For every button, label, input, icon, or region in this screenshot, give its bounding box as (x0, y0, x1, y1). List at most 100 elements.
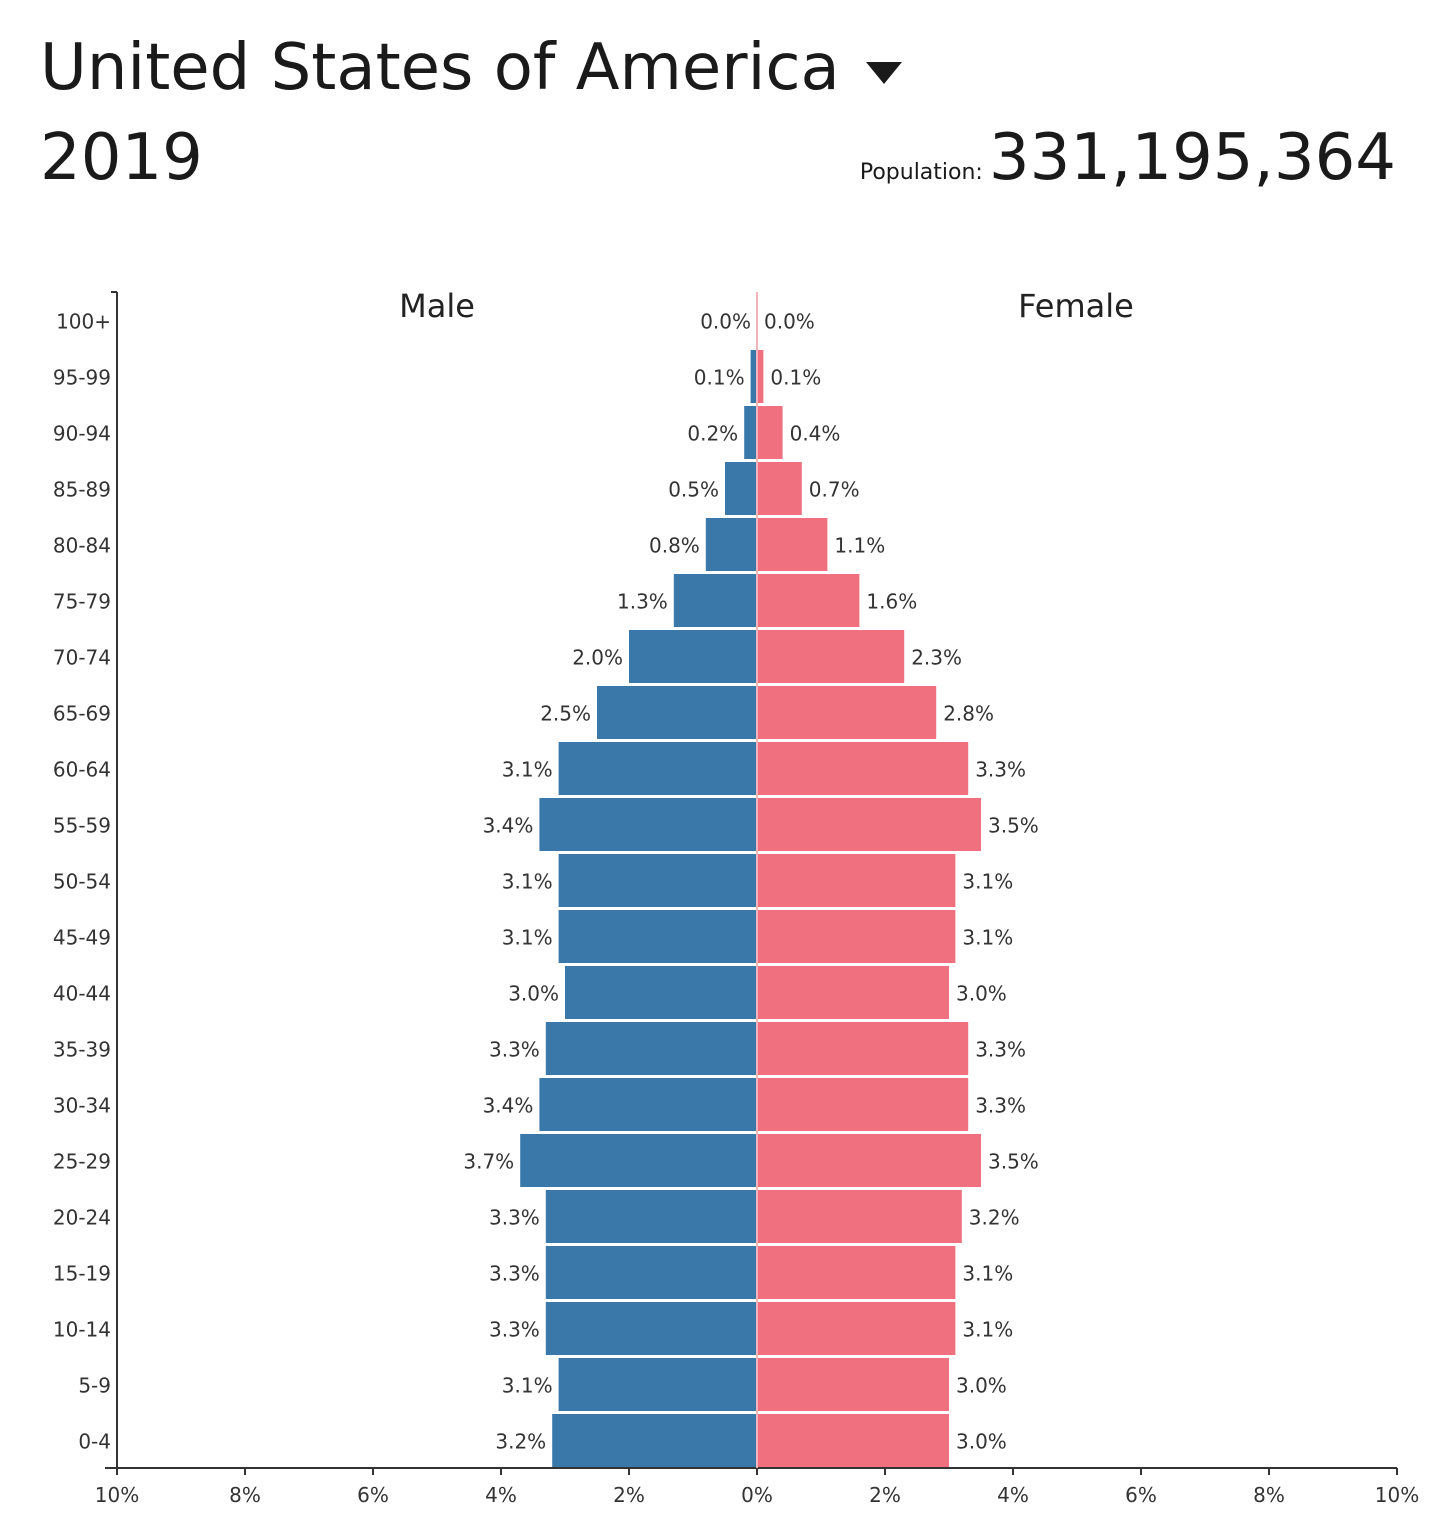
female-bar (757, 1414, 949, 1467)
country-selector[interactable]: United States of America (40, 28, 902, 108)
male-value-label: 2.0% (572, 646, 623, 670)
male-value-label: 3.1% (502, 758, 553, 782)
male-bar (545, 1022, 757, 1075)
x-tick-label: 0% (741, 1483, 773, 1507)
male-bar (558, 1358, 757, 1411)
age-group-label: 20-24 (53, 1206, 111, 1230)
male-series-label: Male (399, 287, 475, 325)
caret-down-icon[interactable] (865, 62, 902, 84)
male-value-label: 1.3% (617, 590, 668, 614)
female-value-label: 3.3% (975, 1094, 1026, 1118)
female-bar (757, 966, 949, 1019)
female-value-label: 0.7% (809, 478, 860, 502)
country-name: United States of America (40, 31, 840, 105)
male-bar (744, 406, 757, 459)
age-group-label: 95-99 (53, 366, 111, 390)
male-bar (558, 742, 757, 795)
male-bar (539, 798, 757, 851)
age-group-label: 65-69 (53, 702, 111, 726)
male-bar (545, 1190, 757, 1243)
male-bar (558, 910, 757, 963)
age-group-label: 10-14 (53, 1318, 111, 1342)
female-value-label: 0.0% (764, 310, 815, 334)
male-value-label: 3.3% (489, 1206, 540, 1230)
female-bar (757, 1358, 949, 1411)
male-bar (705, 518, 757, 571)
x-tick-label: 4% (997, 1483, 1029, 1507)
age-group-label: 55-59 (53, 814, 111, 838)
age-group-label: 35-39 (53, 1038, 111, 1062)
female-bar (757, 742, 969, 795)
population-label: Population: (859, 160, 983, 185)
female-value-label: 0.1% (770, 366, 821, 390)
x-tick-label: 6% (1125, 1483, 1157, 1507)
x-tick-label: 6% (357, 1483, 389, 1507)
age-group-label: 60-64 (53, 758, 111, 782)
age-group-label: 45-49 (53, 926, 111, 950)
female-bar (757, 1302, 956, 1355)
male-bar (597, 686, 757, 739)
female-bar (757, 462, 802, 515)
male-bar (545, 1302, 757, 1355)
age-group-label: 90-94 (53, 422, 111, 446)
female-bar (757, 518, 828, 571)
male-value-label: 3.0% (508, 982, 559, 1006)
female-value-label: 3.1% (962, 870, 1013, 894)
female-bar (757, 686, 937, 739)
male-value-label: 2.5% (540, 702, 591, 726)
female-value-label: 0.4% (790, 422, 841, 446)
male-value-label: 0.2% (687, 422, 738, 446)
age-group-label: 0-4 (78, 1430, 111, 1454)
male-value-label: 3.4% (483, 814, 534, 838)
x-tick-label: 8% (1253, 1483, 1285, 1507)
female-value-label: 3.3% (975, 1038, 1026, 1062)
x-tick-label: 2% (869, 1483, 901, 1507)
female-bar (757, 1246, 956, 1299)
female-bar (757, 1078, 969, 1131)
male-value-label: 3.1% (502, 870, 553, 894)
female-value-label: 1.6% (866, 590, 917, 614)
male-bar (520, 1134, 757, 1187)
male-value-label: 3.4% (483, 1094, 534, 1118)
female-value-label: 3.0% (956, 1374, 1007, 1398)
male-bar (629, 630, 757, 683)
x-tick-label: 4% (485, 1483, 517, 1507)
male-value-label: 0.0% (700, 310, 751, 334)
female-bar (757, 574, 860, 627)
female-bar (757, 798, 981, 851)
age-group-label: 50-54 (53, 870, 111, 894)
x-tick-label: 10% (1375, 1483, 1419, 1507)
age-group-label: 70-74 (53, 646, 111, 670)
age-group-label: 25-29 (53, 1150, 111, 1174)
male-value-label: 3.3% (489, 1038, 540, 1062)
female-series-label: Female (1018, 287, 1134, 325)
male-bar (565, 966, 757, 1019)
male-value-label: 0.8% (649, 534, 700, 558)
age-group-label: 5-9 (78, 1374, 111, 1398)
male-value-label: 3.7% (463, 1150, 514, 1174)
male-value-label: 3.1% (502, 926, 553, 950)
male-bar (725, 462, 757, 515)
female-value-label: 1.1% (834, 534, 885, 558)
male-bar (552, 1414, 757, 1467)
x-tick-label: 8% (229, 1483, 261, 1507)
female-bar (757, 406, 783, 459)
age-group-label: 75-79 (53, 590, 111, 614)
x-tick-label: 10% (95, 1483, 139, 1507)
female-value-label: 3.2% (969, 1206, 1020, 1230)
female-value-label: 3.3% (975, 758, 1026, 782)
age-group-label: 40-44 (53, 982, 111, 1006)
female-bar (757, 1022, 969, 1075)
female-bar (757, 1134, 981, 1187)
male-value-label: 0.5% (668, 478, 719, 502)
female-bar (757, 854, 956, 907)
female-value-label: 2.3% (911, 646, 962, 670)
age-group-label: 80-84 (53, 534, 111, 558)
male-value-label: 3.1% (502, 1374, 553, 1398)
female-value-label: 3.5% (988, 814, 1039, 838)
male-bar (558, 854, 757, 907)
age-group-label: 85-89 (53, 478, 111, 502)
age-group-label: 15-19 (53, 1262, 111, 1286)
male-value-label: 3.2% (495, 1430, 546, 1454)
